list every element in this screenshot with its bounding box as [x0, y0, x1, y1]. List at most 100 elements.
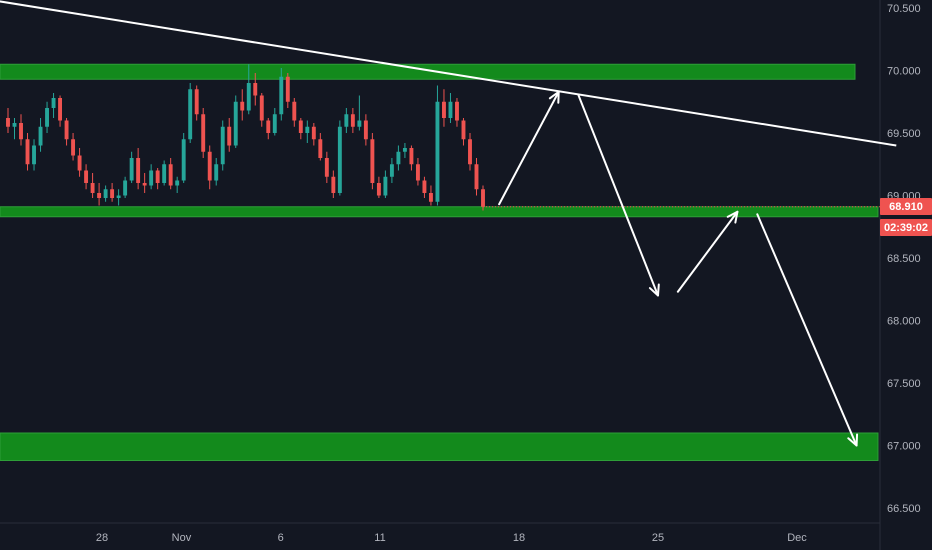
candle-body — [19, 123, 23, 140]
candle-body — [116, 195, 121, 198]
candle-body — [305, 126, 310, 133]
candle-body — [201, 114, 206, 152]
support-zone — [0, 206, 879, 218]
arrow-head — [648, 283, 660, 297]
candle-body — [71, 139, 76, 156]
candle-body — [97, 193, 102, 198]
candle-body — [220, 126, 225, 165]
candle-body — [51, 98, 56, 108]
candle-body — [90, 183, 95, 193]
projection-arrow — [676, 210, 739, 293]
candlestick-series — [6, 64, 880, 211]
candle-body — [448, 101, 453, 118]
candle-body — [38, 126, 43, 146]
candle-body — [6, 118, 10, 127]
candle-body — [279, 76, 284, 115]
price-tick-label: 66.500 — [887, 503, 921, 515]
candle-body — [32, 145, 36, 165]
candle-body — [77, 155, 82, 171]
candle-body — [474, 164, 479, 190]
candle-body — [240, 101, 245, 111]
candle-body — [415, 164, 420, 181]
candle-body — [363, 120, 368, 140]
candle-body — [194, 89, 199, 115]
projection-arrow — [756, 213, 858, 447]
candle-body — [259, 95, 264, 121]
candle-body — [311, 126, 316, 140]
candle-body — [428, 193, 433, 202]
candle-body — [435, 101, 440, 202]
candle-body — [370, 139, 375, 183]
price-tick-label: 69.500 — [887, 128, 921, 140]
time-tick-label: 6 — [278, 532, 284, 544]
trendline — [0, 0, 897, 147]
current-price-label: 68.910 — [889, 201, 923, 213]
candle-body — [136, 158, 141, 183]
candle-body — [272, 114, 277, 133]
arrow-head — [726, 210, 739, 224]
candle-body — [376, 183, 381, 196]
candle-body — [266, 120, 271, 133]
candle-body — [442, 101, 446, 118]
price-tick-label: 70.000 — [887, 66, 921, 78]
price-tick-label: 67.000 — [887, 441, 921, 453]
current-price-marker: 68.910 02:39:02 — [880, 198, 932, 236]
candle-body — [285, 76, 290, 102]
candle-body — [168, 164, 173, 186]
candle-body — [396, 151, 401, 165]
candle-body — [149, 170, 154, 186]
candle-body — [422, 180, 427, 193]
candle-body — [468, 139, 472, 165]
candle-body — [207, 151, 212, 181]
candle-body — [110, 189, 115, 198]
time-axis[interactable]: 28 Nov 6 11 18 25 Dec — [96, 532, 807, 544]
candle-body — [350, 114, 355, 127]
candle-body — [12, 123, 17, 127]
resistance-zone — [0, 63, 856, 80]
arrow-head — [548, 90, 560, 104]
candle-body — [162, 164, 167, 183]
candle-body — [227, 126, 232, 146]
time-tick-label: 28 — [96, 532, 108, 544]
countdown-badge — [880, 219, 932, 236]
zone-layer — [0, 63, 879, 461]
projection-arrow — [498, 90, 560, 206]
candle-body — [318, 139, 323, 158]
candle-body — [409, 148, 414, 165]
annotation-layer — [0, 0, 897, 447]
candle-body — [188, 89, 193, 140]
candle-body — [292, 101, 297, 121]
candle-body — [64, 120, 69, 140]
candle-body — [298, 120, 303, 133]
candle-body — [337, 126, 342, 193]
candle-body — [389, 164, 394, 177]
time-tick-label: 25 — [652, 532, 664, 544]
candle-body — [331, 176, 336, 193]
candle-body — [383, 176, 388, 196]
price-tick-label: 70.500 — [887, 3, 921, 15]
candle-body — [58, 98, 63, 121]
candle-body — [214, 164, 219, 181]
time-tick-label: Nov — [172, 532, 192, 544]
candle-body — [103, 189, 108, 198]
candle-body — [455, 101, 459, 121]
candle-body — [344, 114, 349, 127]
target-zone — [0, 432, 879, 461]
current-price-badge — [880, 198, 932, 215]
price-axis[interactable]: 66.50067.00067.50068.00068.50069.00069.5… — [887, 3, 921, 515]
candle-body — [357, 120, 362, 127]
candle-body — [142, 183, 147, 186]
price-tick-label: 67.500 — [887, 378, 921, 390]
candle-body — [246, 83, 251, 111]
candle-body — [123, 180, 128, 196]
candle-body — [233, 101, 238, 146]
candle-body — [175, 180, 180, 186]
time-tick-label: 11 — [374, 532, 385, 544]
candle-body — [402, 148, 407, 152]
candle-body — [181, 139, 186, 181]
candle-body — [84, 170, 89, 183]
candle-body — [253, 83, 258, 96]
